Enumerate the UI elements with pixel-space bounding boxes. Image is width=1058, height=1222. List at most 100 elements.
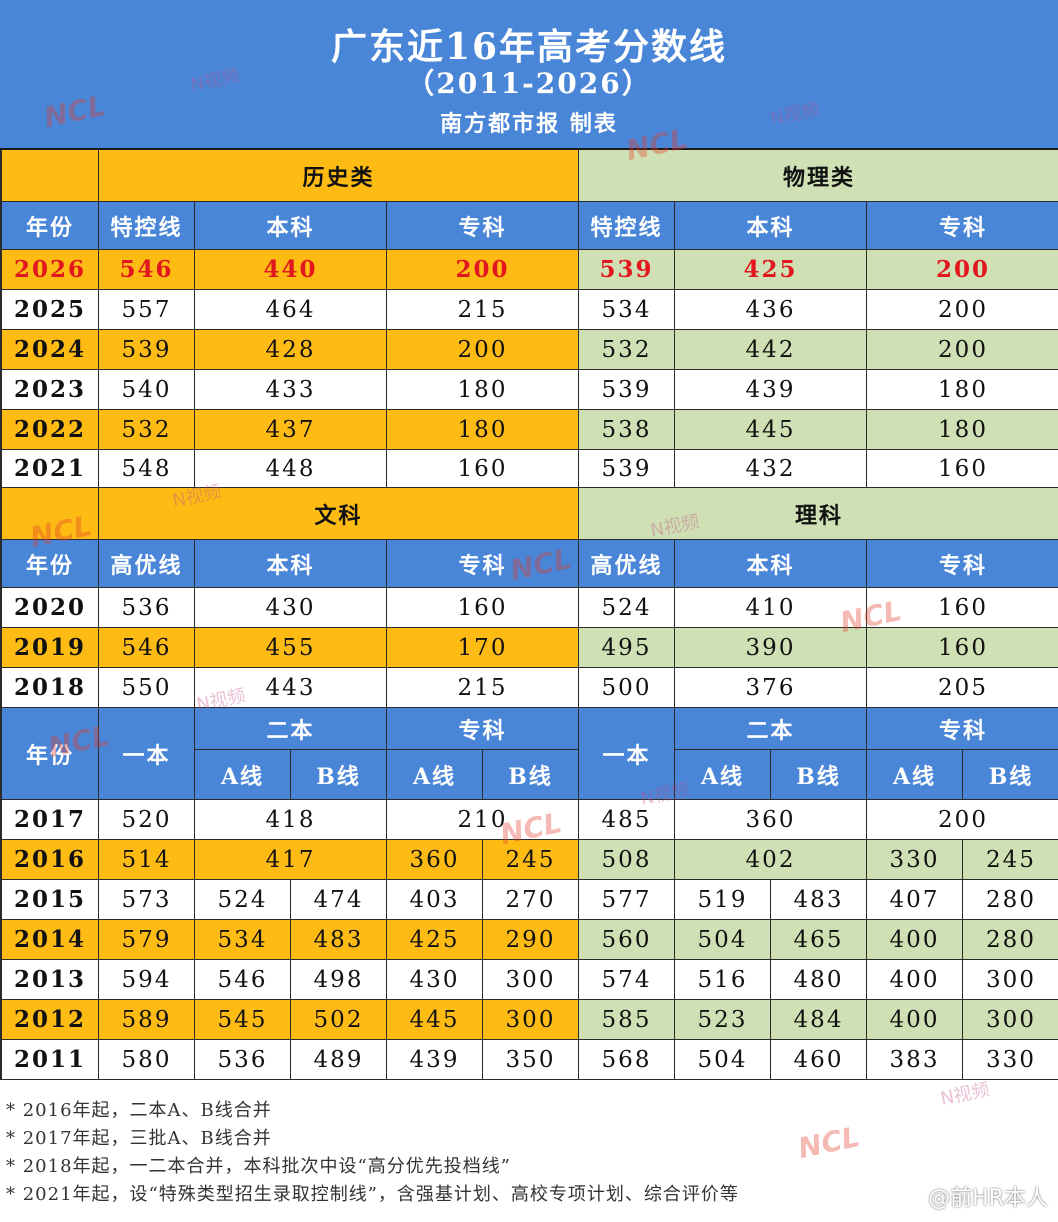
column-header: B线	[483, 750, 579, 800]
score-cell: 500	[579, 668, 675, 708]
physics-category-header: 物理类	[579, 150, 1058, 202]
column-header: 专科	[867, 708, 1058, 750]
score-cell: 594	[99, 960, 195, 1000]
score-cell: 474	[291, 880, 387, 920]
column-header: 高优线	[579, 540, 675, 588]
score-cell: 245	[483, 840, 579, 880]
column-header: 本科	[195, 202, 387, 250]
score-cell: 545	[195, 1000, 291, 1040]
score-cell: 383	[867, 1040, 963, 1080]
score-cell: 440	[195, 250, 387, 290]
score-cell: 573	[99, 880, 195, 920]
score-cell: 300	[963, 1000, 1058, 1040]
year-cell: 2022	[2, 410, 99, 450]
score-cell: 548	[99, 450, 195, 488]
score-table: 历史类 物理类 年份 特控线 本科 专科 特控线 本科 专科 2026 546 440 200 539 42…	[0, 150, 1058, 1080]
page-subtitle-years: （2011-2026）	[406, 67, 652, 100]
score-cell: 589	[99, 1000, 195, 1040]
score-cell: 417	[195, 840, 387, 880]
score-cell: 442	[675, 330, 867, 370]
score-cell: 539	[99, 330, 195, 370]
footnotes: * 2016年起，二本A、B线合并 * 2017年起，三批A、B线合并 * 20…	[0, 1082, 1058, 1222]
year-cell: 2023	[2, 370, 99, 410]
score-cell: 376	[675, 668, 867, 708]
year-cell: 2021	[2, 450, 99, 488]
year-cell: 2014	[2, 920, 99, 960]
column-header: 本科	[195, 540, 387, 588]
score-cell: 245	[963, 840, 1058, 880]
score-cell: 418	[195, 800, 387, 840]
column-header: A线	[387, 750, 483, 800]
footnote: * 2021年起，设“特殊类型招生录取控制线”，含强基计划、高校专项计划、综合评…	[6, 1184, 739, 1205]
score-cell: 568	[579, 1040, 675, 1080]
year-cell: 2013	[2, 960, 99, 1000]
score-cell: 560	[579, 920, 675, 960]
score-cell: 407	[867, 880, 963, 920]
score-cell: 200	[387, 330, 579, 370]
footnote: * 2016年起，二本A、B线合并	[6, 1100, 272, 1121]
score-cell: 280	[963, 880, 1058, 920]
column-header: 一本	[99, 708, 195, 800]
score-cell: 215	[387, 668, 579, 708]
score-cell: 160	[387, 588, 579, 628]
score-cell: 160	[867, 588, 1058, 628]
score-cell: 430	[195, 588, 387, 628]
year-cell: 2024	[2, 330, 99, 370]
score-cell: 200	[867, 330, 1058, 370]
corner-cell	[2, 150, 99, 202]
score-cell: 460	[771, 1040, 867, 1080]
score-cell: 428	[195, 330, 387, 370]
score-cell: 400	[867, 920, 963, 960]
year-cell: 2016	[2, 840, 99, 880]
score-cell: 540	[99, 370, 195, 410]
year-cell: 2012	[2, 1000, 99, 1040]
column-header: B线	[771, 750, 867, 800]
score-cell: 160	[867, 450, 1058, 488]
score-cell: 520	[99, 800, 195, 840]
score-cell: 430	[387, 960, 483, 1000]
score-cell: 504	[675, 920, 771, 960]
table-credit: 南方都市报 制表	[440, 111, 618, 137]
score-cell: 546	[99, 628, 195, 668]
score-cell: 557	[99, 290, 195, 330]
score-cell: 445	[387, 1000, 483, 1040]
column-header: B线	[963, 750, 1058, 800]
score-cell: 465	[771, 920, 867, 960]
column-header: 特控线	[579, 202, 675, 250]
score-cell: 480	[771, 960, 867, 1000]
score-cell: 215	[387, 290, 579, 330]
score-cell: 437	[195, 410, 387, 450]
score-cell: 180	[867, 410, 1058, 450]
score-cell: 400	[867, 1000, 963, 1040]
score-cell: 439	[387, 1040, 483, 1080]
score-cell: 485	[579, 800, 675, 840]
score-cell: 205	[867, 668, 1058, 708]
score-cell: 433	[195, 370, 387, 410]
score-cell: 439	[675, 370, 867, 410]
corner-cell	[2, 488, 99, 540]
year-cell: 2011	[2, 1040, 99, 1080]
score-cell: 300	[483, 960, 579, 1000]
score-cell: 523	[675, 1000, 771, 1040]
score-cell: 534	[195, 920, 291, 960]
column-header: 本科	[675, 202, 867, 250]
score-cell: 280	[963, 920, 1058, 960]
year-cell: 2025	[2, 290, 99, 330]
score-cell: 489	[291, 1040, 387, 1080]
score-cell: 455	[195, 628, 387, 668]
score-cell: 580	[99, 1040, 195, 1080]
score-cell: 402	[675, 840, 867, 880]
score-cell: 300	[963, 960, 1058, 1000]
score-cell: 200	[867, 800, 1058, 840]
score-cell: 538	[579, 410, 675, 450]
score-cell: 200	[867, 250, 1058, 290]
score-cell: 516	[675, 960, 771, 1000]
score-cell: 390	[675, 628, 867, 668]
score-cell: 200	[867, 290, 1058, 330]
score-cell: 495	[579, 628, 675, 668]
column-header: 专科	[867, 540, 1058, 588]
column-header: 年份	[2, 202, 99, 250]
page-title: 广东近16年高考分数线	[330, 26, 728, 68]
column-header: 专科	[387, 202, 579, 250]
column-header: 本科	[675, 540, 867, 588]
